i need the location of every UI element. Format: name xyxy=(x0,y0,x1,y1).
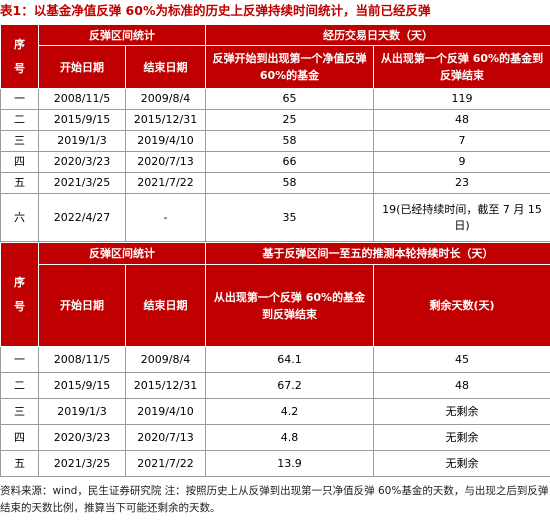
table-title: 表1：以基金净值反弹 60%为标准的历史上反弹持续时间统计，当前已经反弹 xyxy=(0,3,431,18)
table-row: 一 2008/11/5 2009/8/4 65 119 xyxy=(0,88,550,110)
table-cell: 64.1 xyxy=(205,346,374,373)
header-cell: 经历交易日天数（天） xyxy=(205,24,550,46)
table-cell: 7 xyxy=(373,130,550,152)
table-cell: 无剩余 xyxy=(373,424,550,451)
table-cell: 19(已经持续时间，截至 7 月 15 日) xyxy=(373,193,550,242)
table-cell: 2019/4/10 xyxy=(125,130,206,152)
header-cell: 剩余天数(天) xyxy=(373,264,550,347)
table-cell: 2021/7/22 xyxy=(125,450,206,477)
table-cell: 2015/12/31 xyxy=(125,372,206,399)
table-cell: 2020/7/13 xyxy=(125,424,206,451)
table-cell: 三 xyxy=(0,398,39,425)
table-cell: 2019/4/10 xyxy=(125,398,206,425)
table-cell: 2019/1/3 xyxy=(38,130,126,152)
table-cell: 五 xyxy=(0,450,39,477)
table-row: 四 2020/3/23 2020/7/13 4.8 无剩余 xyxy=(0,424,550,451)
table-cell: 48 xyxy=(373,372,550,399)
header-cell: 反弹区间统计 xyxy=(38,24,206,46)
table-cell: 9 xyxy=(373,151,550,173)
table-cell: 2009/8/4 xyxy=(125,88,206,110)
table-row: 四 2020/3/23 2020/7/13 66 9 xyxy=(0,151,550,173)
table: 序号 反弹区间统计 基于反弹区间一至五的推测本轮持续时长（天） 开始日期 结束日… xyxy=(0,242,550,477)
table-cell: 4.8 xyxy=(205,424,374,451)
table-cell: 65 xyxy=(205,88,374,110)
header-cell: 结束日期 xyxy=(125,45,206,89)
table-cell: 五 xyxy=(0,172,39,194)
table-cell: 66 xyxy=(205,151,374,173)
table-cell: 一 xyxy=(0,88,39,110)
header-cell: 开始日期 xyxy=(38,264,126,347)
table-cell: 2009/8/4 xyxy=(125,346,206,373)
table-row: 五 2021/3/25 2021/7/22 58 23 xyxy=(0,172,550,194)
table-cell: 67.2 xyxy=(205,372,374,399)
footnote: 资料来源：wind，民生证券研究院 注：按照历史上从反弹到出现第一只净值反弹 6… xyxy=(0,485,549,514)
header-cell: 基于反弹区间一至五的推测本轮持续时长（天） xyxy=(205,242,550,265)
table-cell: 六 xyxy=(0,193,39,242)
header-cell: 开始日期 xyxy=(38,45,126,89)
table-cell: 4.2 xyxy=(205,398,374,425)
table-cell: 2008/11/5 xyxy=(38,88,126,110)
header-cell: 从出现第一个反弹 60%的基金到反弹结束 xyxy=(373,45,550,89)
table-cell: 二 xyxy=(0,372,39,399)
table-row: 三 2019/1/3 2019/4/10 4.2 无剩余 xyxy=(0,398,550,425)
table-cell: 2020/7/13 xyxy=(125,151,206,173)
table-cell: - xyxy=(125,193,206,242)
table-cell: 2020/3/23 xyxy=(38,424,126,451)
table-cell: 2020/3/23 xyxy=(38,151,126,173)
table-cell: 58 xyxy=(205,172,374,194)
table-cell: 58 xyxy=(205,130,374,152)
table-cell: 48 xyxy=(373,109,550,131)
table-cell: 25 xyxy=(205,109,374,131)
table: 序号 反弹区间统计 经历交易日天数（天） 开始日期 结束日期 反弹开始到出现第一… xyxy=(0,24,550,242)
header-cell: 结束日期 xyxy=(125,264,206,347)
header-cell: 反弹开始到出现第一个净值反弹 60%的基金 xyxy=(205,45,374,89)
table-cell: 2015/9/15 xyxy=(38,109,126,131)
table-cell: 23 xyxy=(373,172,550,194)
table-row: 五 2021/3/25 2021/7/22 13.9 无剩余 xyxy=(0,450,550,477)
header-cell: 序号 xyxy=(0,24,39,89)
table-cell: 2021/3/25 xyxy=(38,172,126,194)
header-cell: 序号 xyxy=(0,242,39,347)
header-cell: 从出现第一个反弹 60%的基金到反弹结束 xyxy=(205,264,374,347)
table-cell: 无剩余 xyxy=(373,450,550,477)
header-text: 序号 xyxy=(14,275,25,313)
table-cell: 13.9 xyxy=(205,450,374,477)
table-cell: 2019/1/3 xyxy=(38,398,126,425)
table-cell: 35 xyxy=(205,193,374,242)
table-cell: 2008/11/5 xyxy=(38,346,126,373)
table-row: 二 2015/9/15 2015/12/31 25 48 xyxy=(0,109,550,131)
table-cell: 一 xyxy=(0,346,39,373)
table-cell: 二 xyxy=(0,109,39,131)
header-text: 序号 xyxy=(14,37,25,75)
table-cell: 45 xyxy=(373,346,550,373)
table-cell: 无剩余 xyxy=(373,398,550,425)
table-row: 二 2015/9/15 2015/12/31 67.2 48 xyxy=(0,372,550,399)
table-cell: 2015/12/31 xyxy=(125,109,206,131)
table-cell: 四 xyxy=(0,424,39,451)
table-row: 一 2008/11/5 2009/8/4 64.1 45 xyxy=(0,346,550,373)
table-cell: 四 xyxy=(0,151,39,173)
table-row: 三 2019/1/3 2019/4/10 58 7 xyxy=(0,130,550,152)
table-cell: 119 xyxy=(373,88,550,110)
table-cell: 三 xyxy=(0,130,39,152)
table-cell: 2021/7/22 xyxy=(125,172,206,194)
table-cell: 2015/9/15 xyxy=(38,372,126,399)
table-row: 六 2022/4/27-35 19(已经持续时间，截至 7 月 15 日) xyxy=(0,193,550,242)
table-cell: 2021/3/25 xyxy=(38,450,126,477)
header-cell: 反弹区间统计 xyxy=(38,242,206,265)
table-cell: 2022/4/27 xyxy=(38,193,126,242)
